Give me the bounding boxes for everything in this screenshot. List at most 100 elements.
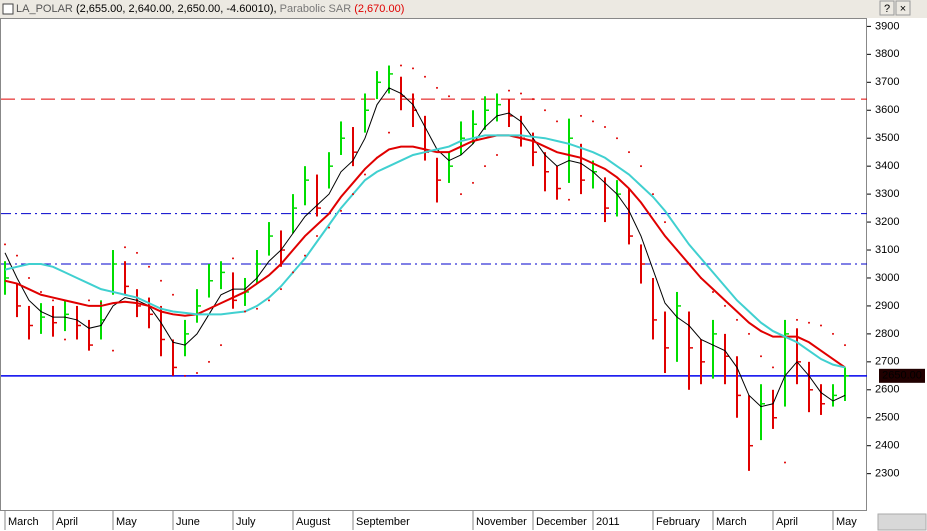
sar-dot — [448, 95, 450, 98]
sar-dot — [280, 288, 282, 291]
sar-dot — [256, 307, 258, 310]
sar-dot — [220, 344, 222, 347]
x-tick-label: April — [56, 516, 78, 528]
sar-dot — [88, 299, 90, 302]
x-tick-label: 2011 — [596, 516, 620, 528]
sar-dot — [64, 338, 66, 341]
sar-dot — [712, 290, 714, 293]
x-tick-label: November — [476, 516, 527, 528]
sar-dot — [76, 335, 78, 338]
sar-dot — [520, 92, 522, 95]
sar-dot — [424, 75, 426, 78]
x-tick-label: March — [716, 516, 747, 528]
x-axis-area — [0, 511, 927, 531]
y-tick-label: 2500 — [875, 412, 899, 424]
sar-dot — [820, 324, 822, 327]
sar-dot — [292, 271, 294, 274]
sar-dot — [496, 153, 498, 156]
sar-dot — [148, 265, 150, 268]
y-tick-label: 3400 — [875, 160, 899, 172]
help-button[interactable] — [879, 0, 895, 16]
sar-dot — [244, 310, 246, 313]
sar-dot — [136, 251, 138, 254]
symbol: LA_POLAR — [16, 3, 73, 15]
sar-dot — [748, 332, 750, 335]
sar-dot — [52, 299, 54, 302]
moving-average — [4, 134, 846, 369]
y-tick-label: 2700 — [875, 356, 899, 368]
sar-dot — [388, 131, 390, 134]
moving-average — [4, 134, 846, 369]
sar-dot — [400, 64, 402, 67]
sar-dot — [112, 349, 114, 352]
x-tick-label: August — [296, 516, 330, 528]
sar-dot — [184, 374, 186, 377]
y-tick-label: 2600 — [875, 384, 899, 396]
sar-dot — [376, 156, 378, 159]
sar-dot — [100, 302, 102, 305]
sar-dot — [268, 299, 270, 302]
y-tick-label: 3900 — [875, 20, 899, 32]
y-tick-label: 2900 — [875, 300, 899, 312]
y-tick-label: 2300 — [875, 468, 899, 480]
sar-dot — [628, 151, 630, 154]
sar-dot — [676, 249, 678, 252]
x-tick-label: September — [356, 516, 410, 528]
sar-dot — [28, 276, 30, 279]
sar-dot — [724, 304, 726, 307]
x-tick-label: March — [8, 516, 39, 528]
sar-dot — [784, 461, 786, 464]
sar-dot — [616, 137, 618, 140]
sar-dot — [460, 193, 462, 196]
y-tick-label: 2400 — [875, 440, 899, 452]
sar-dot — [532, 98, 534, 101]
y-tick-label: 3300 — [875, 188, 899, 200]
sar-dot — [40, 290, 42, 293]
sar-dot — [580, 114, 582, 117]
x-tick-label: April — [776, 516, 798, 528]
sar-dot — [640, 165, 642, 168]
x-tick-label: December — [536, 516, 587, 528]
sar-dot — [340, 209, 342, 212]
y-tick-label: 3500 — [875, 132, 899, 144]
sar-dot — [556, 120, 558, 123]
sar-dot — [544, 109, 546, 112]
sar-dot — [160, 279, 162, 282]
indicator-value: (2,670.00) — [354, 3, 404, 15]
sar-dot — [472, 181, 474, 184]
sar-dot — [328, 226, 330, 229]
header-bar — [0, 0, 927, 18]
sar-dot — [208, 360, 210, 363]
y-tick-label: 3600 — [875, 104, 899, 116]
x-tick-label: May — [116, 516, 137, 528]
last-price-label: 2650.00 — [882, 370, 922, 382]
x-tick-label: July — [236, 516, 256, 528]
scrollbar[interactable] — [877, 513, 927, 531]
sar-dot — [832, 332, 834, 335]
y-tick-label: 3100 — [875, 244, 899, 256]
sar-dot — [604, 126, 606, 129]
ohlc-values: (2,655.00, 2,640.00, 2,650.00, -4.60010) — [76, 3, 274, 15]
y-tick-label: 3800 — [875, 48, 899, 60]
y-tick-label: 3700 — [875, 76, 899, 88]
sar-dot — [592, 120, 594, 123]
sar-dot — [352, 193, 354, 196]
sar-dot — [700, 276, 702, 279]
close-button[interactable] — [895, 0, 911, 16]
x-tick-label: February — [656, 516, 701, 528]
sar-dot — [844, 344, 846, 347]
sar-dot — [16, 254, 18, 257]
sar-dot — [484, 165, 486, 168]
chart-title: LA_POLAR (2,655.00, 2,640.00, 2,650.00, … — [16, 3, 404, 15]
sar-dot — [124, 246, 126, 249]
sar-dot — [736, 318, 738, 321]
sar-dot — [364, 173, 366, 176]
sar-dot — [664, 221, 666, 224]
sar-dot — [688, 263, 690, 265]
sar-dot — [4, 243, 6, 246]
y-tick-label: 2800 — [875, 328, 899, 340]
sar-dot — [316, 235, 318, 238]
sar-dot — [796, 318, 798, 321]
